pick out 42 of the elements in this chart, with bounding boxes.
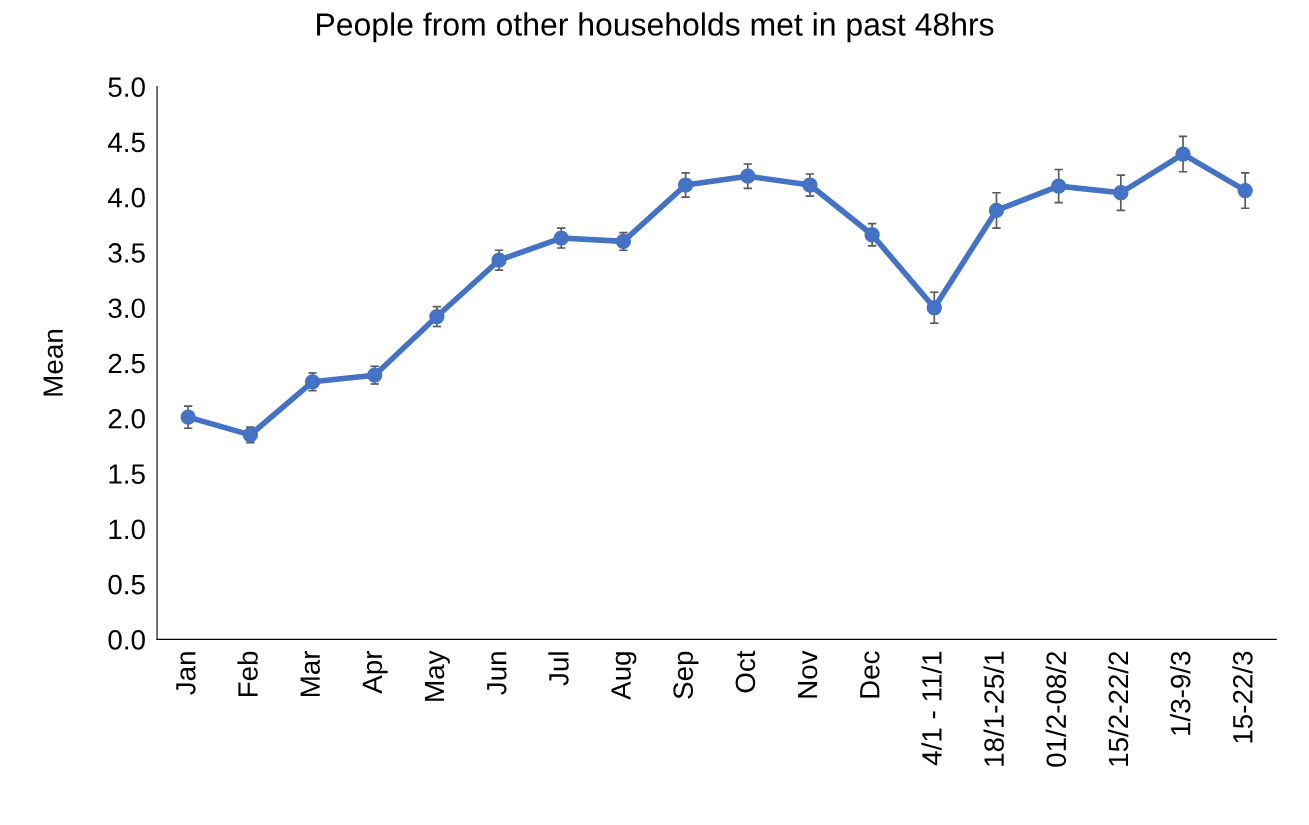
point xyxy=(802,177,818,193)
x-tick-label: 01/2-08/2 xyxy=(1045,651,1067,767)
point xyxy=(864,227,880,243)
point xyxy=(1237,182,1253,199)
x-tick-label: 1/3-9/3 xyxy=(1170,651,1191,735)
point xyxy=(1051,178,1067,194)
point xyxy=(180,409,196,425)
y-tick-label: 0.0 xyxy=(108,630,145,650)
x-tick-label: 15/2-22/2 xyxy=(1107,651,1129,766)
y-tick-label: 1.0 xyxy=(109,519,145,540)
x-tick-label: Dec xyxy=(860,651,880,698)
point xyxy=(677,177,694,193)
y-tick-label: 2.0 xyxy=(108,408,145,429)
y-tick-label: 3.5 xyxy=(108,243,145,263)
x-tick-label: 15-22/3 xyxy=(1232,651,1253,743)
y-tick-label: 1.5 xyxy=(109,464,145,484)
x-tick-label: Mar xyxy=(300,650,320,697)
x-tick-label: Jan xyxy=(176,652,196,695)
x-tick-label: Nov xyxy=(798,650,818,698)
point xyxy=(926,300,942,316)
y-tick-label: 3.0 xyxy=(108,298,145,319)
y-tick-label: 5.0 xyxy=(108,77,145,97)
x-tick-label: Jun xyxy=(487,652,507,695)
point xyxy=(1113,185,1129,201)
y-axis-title: Mean xyxy=(43,330,63,396)
x-tick-label: Apr xyxy=(362,650,388,694)
x-tick-label: Feb xyxy=(237,651,258,697)
x-tick-label: Sep xyxy=(673,651,699,699)
y-tick-label: 4.0 xyxy=(108,187,145,208)
y-tick-label: 2.5 xyxy=(108,353,145,374)
y-tick-label: 0.5 xyxy=(108,574,145,595)
chart-title: People from other households met in past 48hrs xyxy=(317,12,994,43)
x-tick-label: May xyxy=(424,650,450,701)
y-tick-label: 4.5 xyxy=(108,132,145,153)
point xyxy=(1175,146,1191,162)
point xyxy=(988,202,1005,219)
x-tick-label: 18/1-25/1 xyxy=(983,651,1004,766)
x-tick-label: Oct xyxy=(735,650,756,693)
x-tick-label: 4/1 - 11/1 xyxy=(921,651,942,766)
x-tick-label: Jul xyxy=(548,652,569,686)
x-tick-label: Aug xyxy=(611,652,637,700)
point xyxy=(740,168,756,184)
